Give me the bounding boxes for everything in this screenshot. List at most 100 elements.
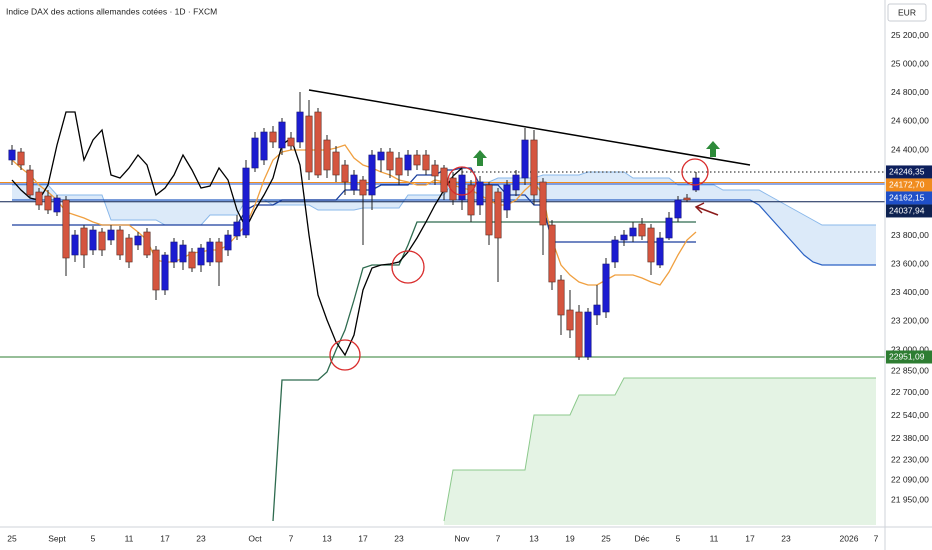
candle-body [422,154,430,171]
labels-layer: 25 200,00 25 000,00 24 800,00 24 600,00 24 4… [7,30,932,543]
candle-body [683,197,691,201]
candle-body [332,151,340,176]
indicator-line [11,144,697,286]
candle-body [152,249,160,291]
x-tick-label: 19 [565,533,575,543]
level-label-box [886,178,932,192]
candle-body [224,234,232,251]
candle-body [395,157,403,176]
candle-body [260,131,268,161]
candle-body [26,169,34,196]
candle-body [593,304,601,316]
candle-body [458,174,466,201]
candle-body [386,151,394,171]
level-label-box [886,204,932,218]
x-tick-label: 11 [125,533,134,543]
candle-body [467,184,475,216]
candle-body [485,184,493,236]
candles-layer [8,92,700,360]
candle-body [413,154,421,166]
level-label-box [886,350,932,364]
highlight-circle [447,166,477,196]
x-tick-label: 2026 [840,533,859,543]
y-tick-label: 22 090,00 [891,474,929,484]
candle-body [575,311,583,358]
candle-body [170,241,178,263]
candle-body [548,224,556,283]
candle-body [620,234,628,241]
candle-body [62,199,70,259]
y-tick-label: 23 800,00 [891,230,929,240]
candle-body [323,139,331,171]
trendline [308,89,751,166]
candle-body [602,263,610,313]
y-tick-label: 25 000,00 [891,59,929,69]
level-label-box [886,165,932,179]
x-tick-label: Sept [48,533,66,543]
indicator-line [11,111,463,357]
candle-body [368,154,376,196]
candle-body [296,111,304,143]
x-tick-label: Oct [248,533,262,543]
currency: EUR [898,7,916,17]
y-tick-label: 23 600,00 [891,259,929,269]
x-tick-label: Déc [634,533,650,543]
currency-box [887,3,927,22]
highlight-circle [391,250,425,284]
candle-body [71,234,79,256]
x-tick-label: 13 [529,533,539,543]
y-tick-label: 22 540,00 [891,410,929,420]
candle-body [431,164,439,177]
candle-body [530,139,538,196]
candle-body [233,221,241,237]
area-fill [444,378,876,525]
candle-body [143,231,151,256]
candle-body [566,309,574,331]
candle-body [242,167,250,236]
x-tick-label: 23 [394,533,404,543]
candle-body [440,167,448,193]
x-tick-label: 7 [874,533,879,543]
candle-body [557,279,565,316]
y-tick-label: 23 400,00 [891,287,929,297]
candle-body [8,149,16,161]
candle-body [341,164,349,183]
candle-body [53,197,61,213]
level-label: 24172,70 [889,180,925,190]
candle-body [80,227,88,256]
x-tick-label: 25 [601,533,611,543]
level-label: 24162,15 [889,193,925,203]
up-arrow [706,141,720,157]
candle-body [404,154,412,171]
pointer-arrow [696,206,719,216]
x-tick-label: 7 [289,533,294,543]
area-line [443,377,876,522]
candle-body [278,121,286,149]
candle-body [656,237,664,266]
candle-body [116,229,124,256]
x-tick-label: 17 [358,533,368,543]
candle-body [503,184,511,211]
annotations [329,141,720,371]
candle-body [539,181,547,226]
level-label: 24037,94 [889,206,925,216]
candle-body [287,137,295,147]
candle-body [476,181,484,206]
candle-body [512,174,520,191]
highlight-circle [681,158,709,186]
candle-body [647,227,655,263]
candle-body [206,241,214,263]
highlight-circle [329,339,361,371]
x-tick-label: 17 [160,533,170,543]
candle-body [377,151,385,161]
candle-body [17,151,25,166]
y-tick-label: 23 200,00 [891,316,929,326]
x-tick-label: 23 [196,533,206,543]
chart-title: Indice DAX des actions allemandes cotées… [6,6,217,16]
candle-body [35,191,43,206]
y-tick-label: 25 200,00 [891,30,929,40]
x-tick-label: Nov [454,533,470,543]
candle-body [629,227,637,237]
candle-body [98,231,106,251]
x-tick-label: 13 [322,533,332,543]
